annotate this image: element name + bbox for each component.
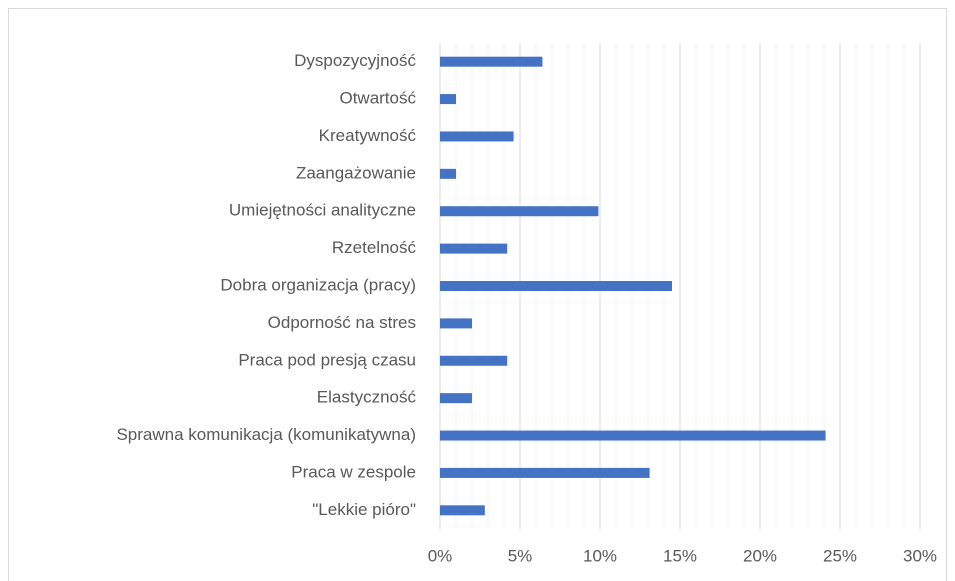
x-tick-label: 0% xyxy=(428,546,453,565)
bar xyxy=(440,56,543,67)
y-tick-label: Dobra organizacja (pracy) xyxy=(220,275,416,294)
x-tick-label: 20% xyxy=(743,546,777,565)
x-tick-label: 25% xyxy=(823,546,857,565)
bar xyxy=(440,243,508,254)
y-tick-label: Kreatywność xyxy=(319,126,417,145)
y-tick-label: Otwartość xyxy=(339,89,416,108)
y-tick-label: Praca pod presją czasu xyxy=(238,350,416,369)
y-tick-label: Dyspozycyjność xyxy=(294,51,416,70)
bar xyxy=(440,94,456,105)
x-tick-label: 30% xyxy=(903,546,937,565)
y-tick-label: Zaangażowanie xyxy=(296,163,416,182)
y-tick-label: Sprawna komunikacja (komunikatywna) xyxy=(116,425,416,444)
bar xyxy=(440,430,826,441)
bar xyxy=(440,393,472,404)
bar xyxy=(440,355,508,366)
y-tick-label: Umiejętności analityczne xyxy=(229,201,416,220)
y-tick-label: Odporność na stres xyxy=(268,313,416,332)
bar xyxy=(440,131,514,142)
y-tick-label: "Lekkie pióro" xyxy=(312,500,416,519)
bar xyxy=(440,168,456,179)
bar xyxy=(440,467,650,478)
bar xyxy=(440,281,672,291)
chart-border xyxy=(8,8,947,581)
bar xyxy=(440,318,472,329)
x-tick-label: 15% xyxy=(663,546,697,565)
y-tick-label: Elastyczność xyxy=(317,388,417,407)
y-tick-label: Praca w zespole xyxy=(291,462,416,481)
y-tick-label: Rzetelność xyxy=(332,238,417,257)
x-tick-label: 10% xyxy=(583,546,617,565)
bar xyxy=(440,206,599,217)
x-tick-label: 5% xyxy=(508,546,533,565)
bar xyxy=(440,505,485,516)
